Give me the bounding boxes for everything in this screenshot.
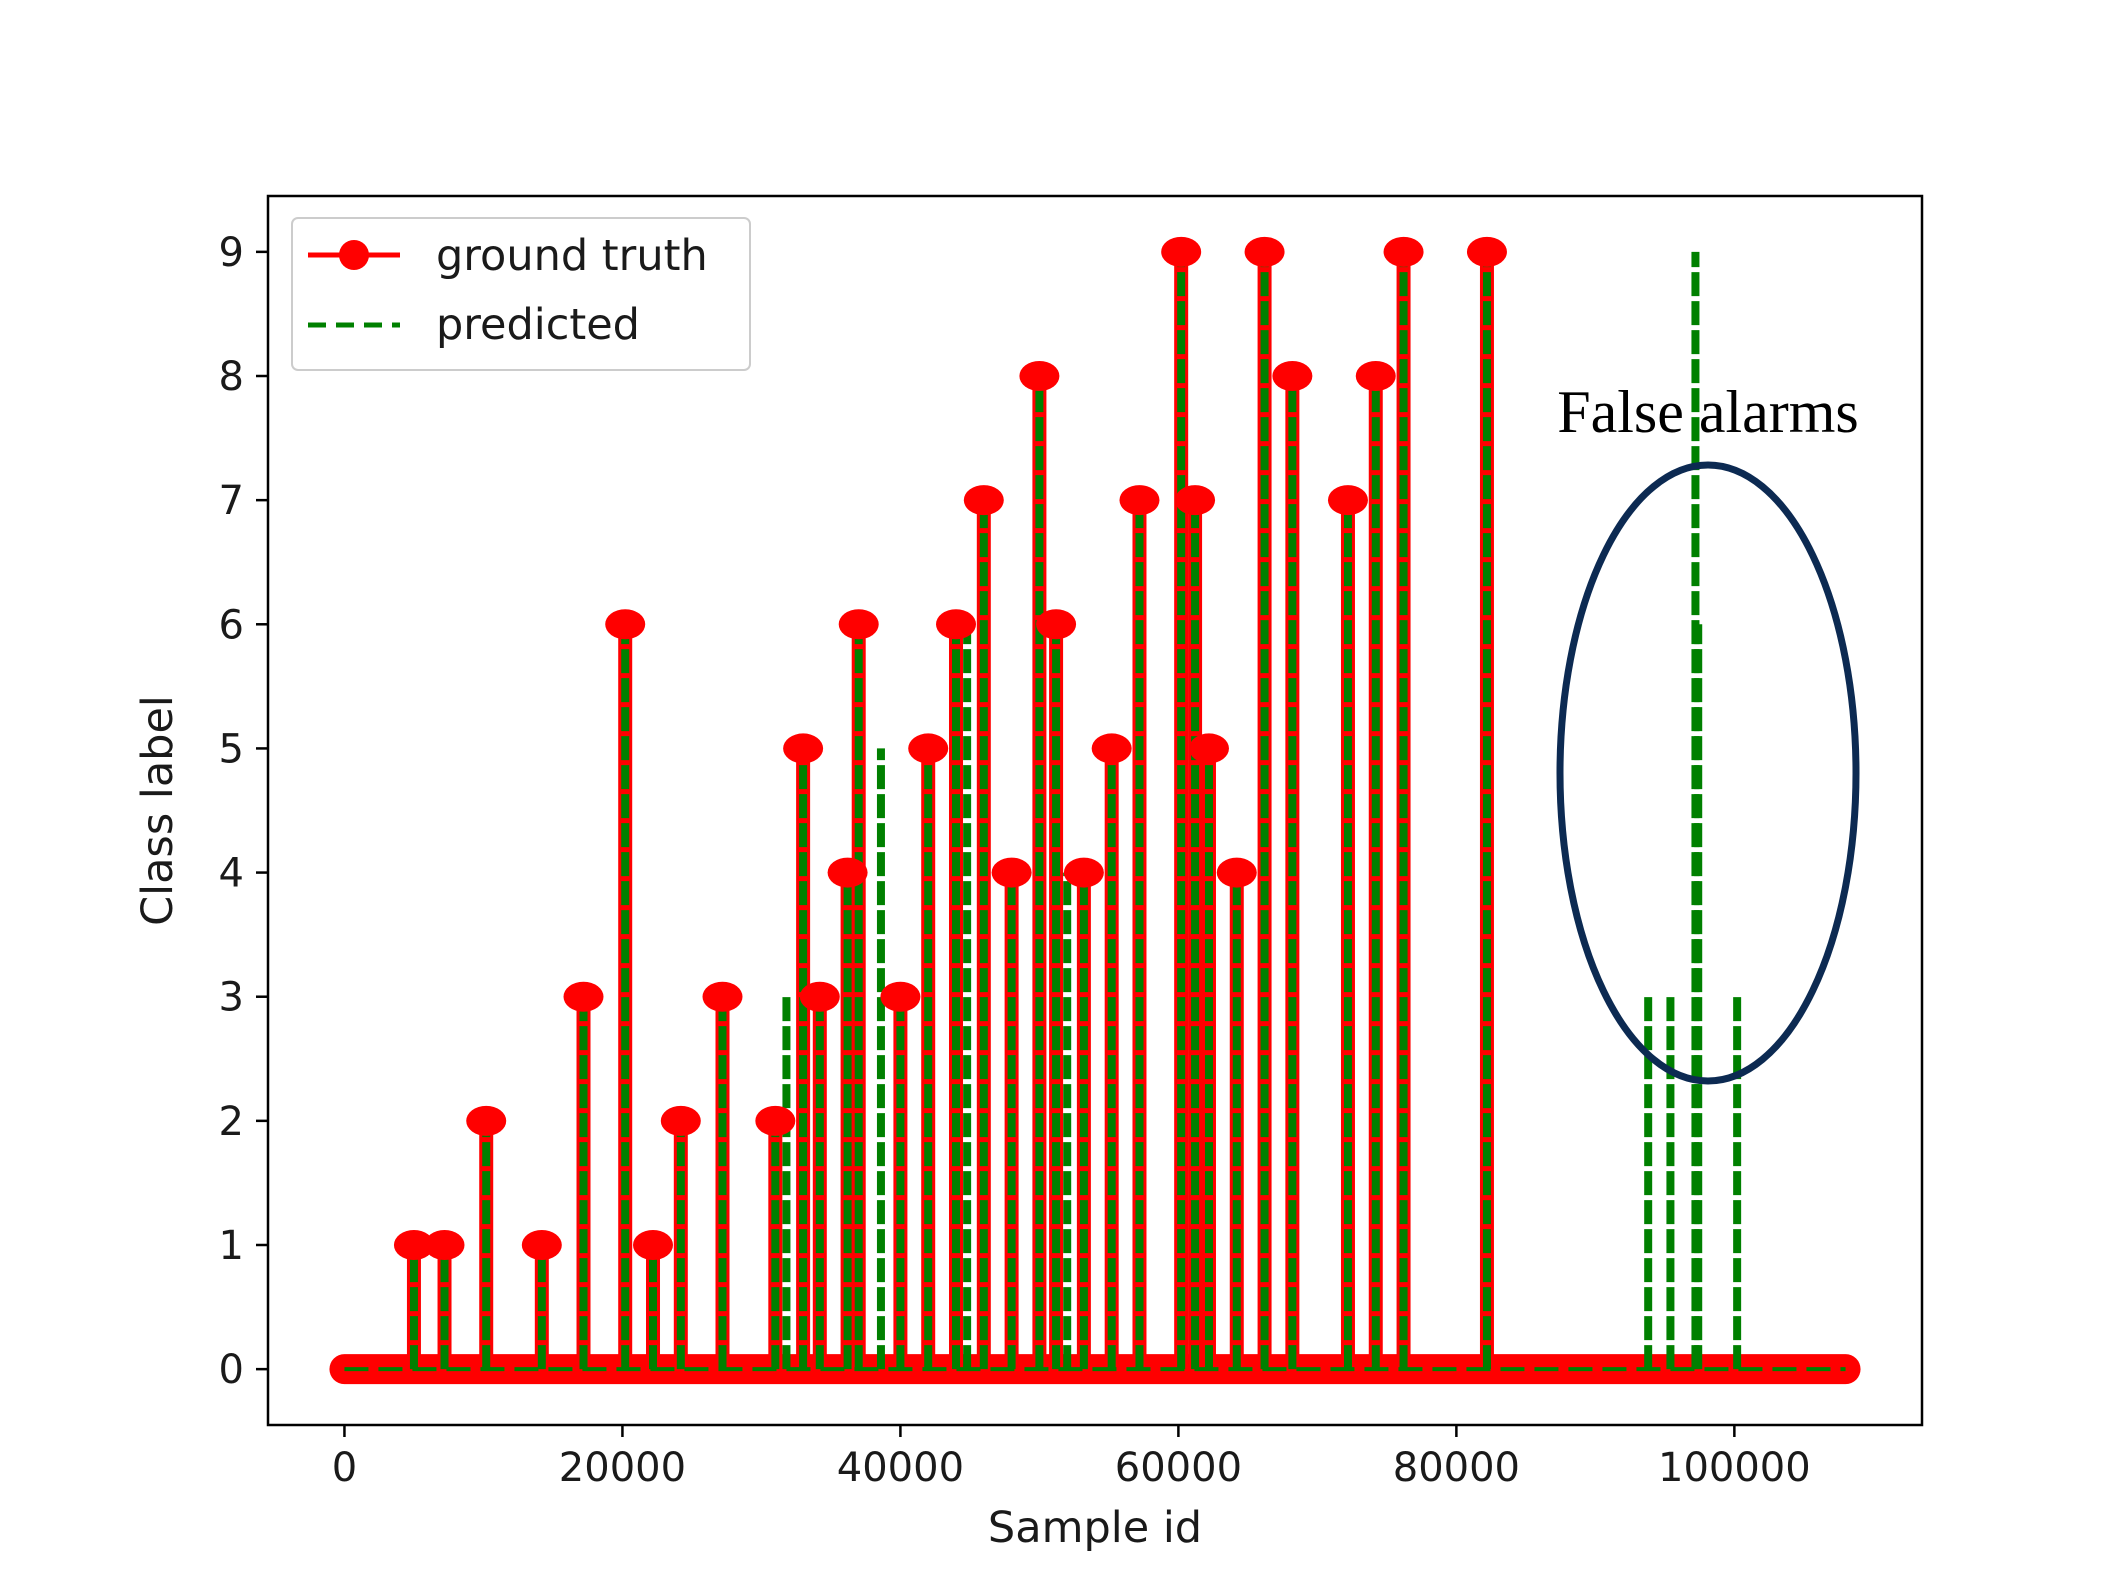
x-axis-label: Sample id (988, 1503, 1202, 1553)
plot-frame (266, 194, 1924, 1427)
ground-truth-marker (1036, 609, 1077, 640)
y-tick-label: 3 (219, 975, 244, 1021)
ground-truth-marker (991, 857, 1032, 888)
y-tick-label: 2 (219, 1099, 244, 1145)
x-tick-label: 40000 (837, 1445, 964, 1491)
axes-layer: 0 20000 40000 60000 80000 100000 0 1 2 3 4 5 6 7 8 9 Sam… (133, 194, 1924, 1553)
annotation-text: False alarms (1557, 379, 1859, 445)
annotation-layer: False alarms (1556, 379, 1860, 1085)
x-tick-label: 100000 (1658, 1445, 1811, 1491)
legend-label-predicted: predicted (436, 300, 640, 350)
ground-truth-marker (1383, 236, 1424, 267)
ground-truth-marker (702, 981, 743, 1012)
ground-truth-marker (563, 981, 604, 1012)
y-tick-label: 9 (219, 230, 244, 276)
y-tick-label: 7 (219, 478, 244, 524)
y-tick-label: 5 (219, 726, 244, 772)
ground-truth-marker (605, 609, 646, 640)
ground-truth-marker (393, 1229, 434, 1260)
ground-truth-marker (755, 1105, 796, 1136)
ground-truth-marker (1466, 236, 1507, 267)
ground-truth-marker (424, 1229, 465, 1260)
x-tick-label: 80000 (1393, 1445, 1520, 1491)
y-tick-label: 1 (219, 1223, 244, 1269)
ground-truth-marker (936, 609, 977, 640)
x-tick-label: 60000 (1115, 1445, 1242, 1491)
legend-marker-ground-truth (339, 240, 369, 270)
ground-truth-marker (799, 981, 840, 1012)
ground-truth-marker (1175, 485, 1216, 516)
legend-label-ground-truth: ground truth (436, 231, 708, 281)
x-tick-label: 20000 (559, 1445, 686, 1491)
ground-truth-marker (1063, 857, 1104, 888)
legend: ground truth predicted (291, 217, 751, 371)
ground-truth-marker (466, 1105, 507, 1136)
y-tick-label: 6 (219, 602, 244, 648)
ground-truth-marker (521, 1229, 562, 1260)
ground-truth-marker (963, 485, 1004, 516)
ground-truth-marker (1161, 236, 1202, 267)
ground-truth-marker (838, 609, 879, 640)
y-axis-label: Class label (133, 695, 183, 926)
ground-truth-marker (1091, 733, 1132, 764)
ground-truth-marker (1327, 485, 1368, 516)
y-tick-label: 0 (219, 1347, 244, 1393)
ground-truth-marker (1188, 733, 1229, 764)
ground-truth-marker (1019, 361, 1060, 392)
ground-truth-marker (1119, 485, 1160, 516)
ground-truth-marker (827, 857, 868, 888)
ground-truth-marker (1355, 361, 1396, 392)
ground-truth-marker (1216, 857, 1257, 888)
y-tick-label: 4 (219, 851, 244, 897)
ground-truth-marker (1272, 361, 1313, 392)
y-tick-label: 8 (219, 354, 244, 400)
spikes-layer (329, 236, 1861, 1385)
ground-truth-marker (880, 981, 921, 1012)
ground-truth-marker (908, 733, 949, 764)
ground-truth-marker (633, 1229, 674, 1260)
ground-truth-marker (660, 1105, 701, 1136)
x-tick-label: 0 (332, 1445, 357, 1491)
ground-truth-marker (1244, 236, 1285, 267)
legend-box (291, 217, 751, 371)
false-alarm-ellipse (1556, 461, 1860, 1085)
ground-truth-marker (783, 733, 824, 764)
